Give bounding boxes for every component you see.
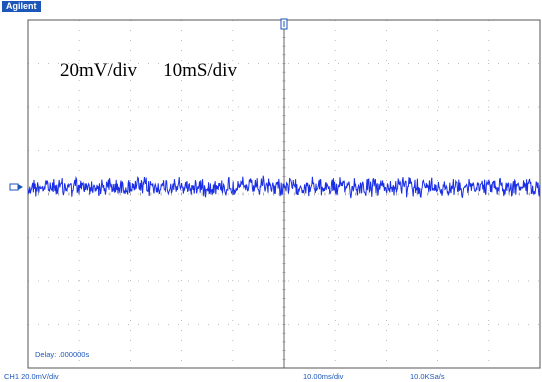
scale-annotation: 20mV/div 10mS/div [60, 60, 263, 82]
brand-logo: Agilent [2, 1, 41, 12]
channel-marker-box [9, 183, 19, 191]
waveform-trace [27, 175, 541, 199]
graticule [27, 19, 540, 369]
channel-1-ground-marker[interactable] [9, 183, 23, 191]
channel-scale-readout[interactable]: CH1 20.0mV/div [4, 372, 59, 381]
channel-marker-arrow [18, 184, 23, 190]
sample-rate-readout: 10.0KSa/s [410, 372, 445, 381]
status-bar: CH1 20.0mV/div 10.00ms/div 10.0KSa/s [0, 369, 542, 382]
title-bar: Agilent [0, 0, 542, 18]
trigger-marker[interactable] [280, 18, 288, 30]
time-scale-annotation: 10mS/div [163, 60, 237, 81]
delay-readout: Delay: .000000s [35, 350, 90, 359]
timebase-readout[interactable]: 10.00ms/div [303, 372, 344, 381]
vertical-scale-annotation: 20mV/div [60, 60, 138, 81]
